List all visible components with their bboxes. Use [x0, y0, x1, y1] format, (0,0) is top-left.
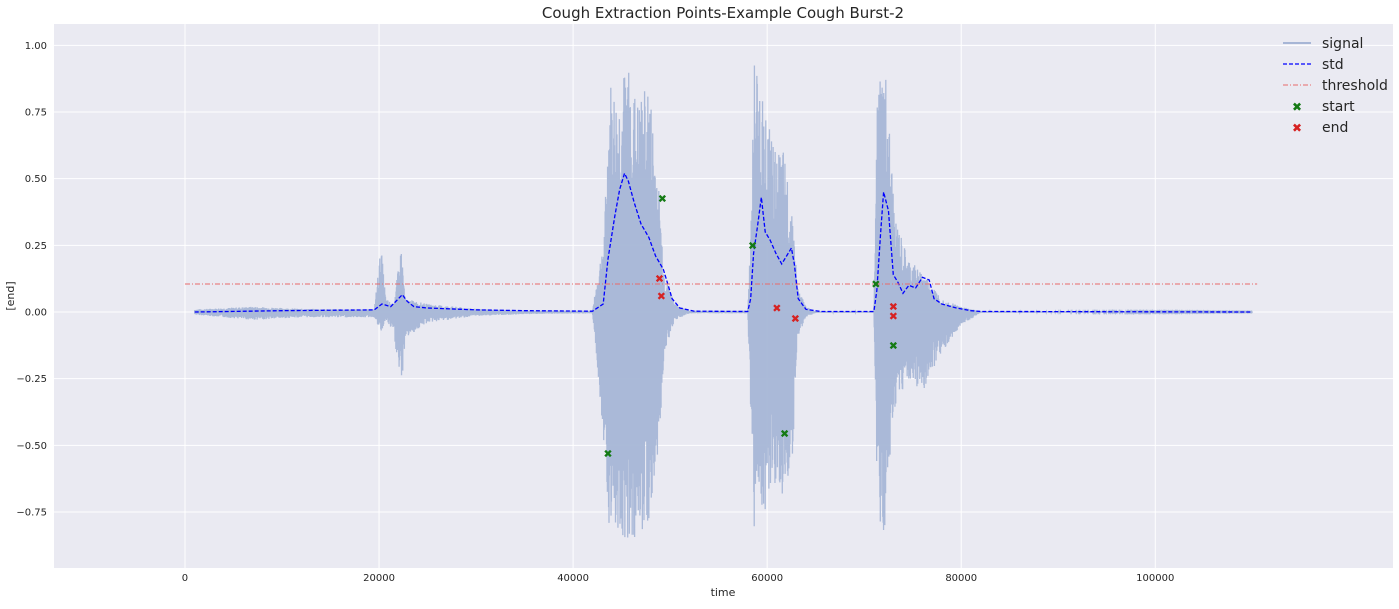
end-marker: ✖: [772, 302, 781, 315]
end-marker: ✖: [791, 313, 800, 326]
line-series: [184, 171, 1258, 313]
start-marker: ✖: [748, 239, 757, 252]
y-tick-label: 0.25: [25, 241, 47, 252]
end-marker: ✖: [657, 290, 666, 303]
y-tick-label: −0.25: [16, 374, 47, 385]
legend: signal std threshold ✖ start ✖ end: [1283, 36, 1388, 136]
x-axis-label: time: [711, 586, 736, 599]
std-line: [194, 171, 1253, 313]
y-axis-label: [end]: [4, 281, 17, 310]
start-marker: ✖: [871, 278, 880, 291]
tick-labels: 0 20000 40000 60000 80000 100000 −0.75 −0.50 −0.…: [16, 41, 1174, 584]
end-marker: ✖: [889, 301, 898, 314]
legend-label-start: start: [1322, 99, 1355, 115]
legend-label-end: end: [1322, 120, 1348, 136]
y-tick-label: 0.75: [25, 108, 47, 119]
y-tick-label: 0.00: [25, 308, 47, 319]
scatter-points: ✖✖✖✖✖✖✖✖✖✖✖✖: [603, 193, 897, 461]
y-tick-label: −0.50: [16, 441, 47, 452]
x-tick-label: 80000: [945, 573, 977, 584]
x-tick-label: 40000: [557, 573, 589, 584]
y-tick-label: 1.00: [25, 41, 47, 52]
plot-background: [54, 24, 1393, 568]
x-tick-label: 0: [182, 573, 188, 584]
legend-label-std: std: [1322, 57, 1344, 73]
end-marker: ✖: [889, 310, 898, 323]
legend-label-threshold: threshold: [1322, 78, 1388, 94]
start-marker: ✖: [603, 447, 612, 460]
legend-marker-end: ✖: [1292, 121, 1302, 135]
x-tick-label: 60000: [751, 573, 783, 584]
y-tick-label: 0.50: [25, 174, 47, 185]
start-marker: ✖: [889, 339, 898, 352]
end-marker: ✖: [655, 273, 664, 286]
legend-marker-start: ✖: [1292, 100, 1302, 114]
x-tick-label: 20000: [363, 573, 395, 584]
y-tick-label: −0.75: [16, 508, 47, 519]
x-tick-label: 100000: [1136, 573, 1174, 584]
start-marker: ✖: [658, 193, 667, 206]
legend-label-signal: signal: [1322, 36, 1363, 52]
chart-title: Cough Extraction Points-Example Cough Bu…: [542, 4, 904, 22]
start-marker: ✖: [780, 427, 789, 440]
